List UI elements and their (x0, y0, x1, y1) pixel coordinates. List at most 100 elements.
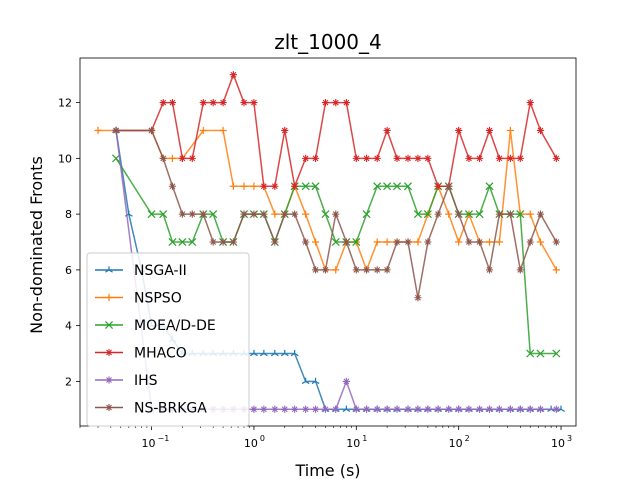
data-point (147, 126, 156, 135)
data-point (352, 405, 360, 413)
data-point (475, 154, 484, 162)
x-tick-exponent: −1 (158, 434, 170, 443)
legend-entry: NS-BRKGA (95, 401, 207, 417)
data-point (404, 238, 412, 246)
data-point (373, 266, 381, 274)
x-tick-label: 10 (346, 437, 360, 450)
data-point (271, 238, 279, 246)
legend-label: MHACO (134, 346, 187, 362)
data-point (240, 99, 248, 107)
data-point (311, 238, 320, 246)
data-point (536, 210, 545, 218)
y-tick-label: 2 (65, 375, 72, 388)
data-point (159, 210, 168, 219)
data-point (526, 210, 534, 218)
data-point (445, 210, 453, 218)
data-point (485, 266, 494, 274)
data-point (342, 377, 350, 385)
data-point (332, 210, 340, 218)
data-point (373, 154, 381, 162)
data-point (301, 377, 310, 385)
data-point (362, 405, 371, 413)
data-point (342, 238, 350, 246)
data-point (373, 182, 382, 191)
legend-entry: IHS (95, 373, 158, 389)
legend-label: IHS (134, 373, 158, 389)
data-point (281, 210, 289, 218)
data-point (199, 126, 207, 135)
data-point (413, 210, 422, 219)
data-point (424, 238, 432, 246)
data-point (434, 405, 442, 413)
data-point (506, 154, 514, 162)
data-point (281, 405, 289, 413)
y-tick-label: 10 (58, 152, 72, 165)
data-point (219, 238, 227, 246)
data-point (105, 348, 113, 357)
data-point (94, 126, 102, 135)
data-point (465, 154, 473, 162)
data-point (260, 405, 268, 413)
data-point (393, 182, 402, 191)
y-tick-label: 12 (58, 97, 72, 110)
data-point (373, 405, 381, 413)
data-point (209, 238, 217, 246)
data-point (516, 266, 524, 274)
data-point (178, 210, 186, 218)
data-point (332, 266, 340, 274)
data-point (552, 266, 560, 274)
data-point (424, 154, 432, 162)
y-tick-label: 6 (65, 264, 72, 277)
data-point (199, 99, 207, 107)
data-point (105, 376, 113, 384)
data-point (250, 99, 258, 107)
data-point (552, 238, 560, 246)
data-point (302, 405, 310, 413)
data-point (209, 210, 218, 219)
data-point (229, 71, 237, 79)
data-point (281, 126, 289, 135)
data-point (240, 182, 248, 190)
data-point (536, 405, 545, 413)
data-point (485, 238, 494, 246)
data-point (168, 237, 177, 247)
data-point (311, 182, 320, 191)
data-point (455, 238, 463, 246)
data-point (383, 238, 391, 246)
data-point (332, 405, 340, 413)
data-point (383, 405, 391, 413)
data-point (219, 99, 227, 107)
legend-entry: NSPSO (95, 291, 182, 307)
data-point (516, 210, 525, 219)
data-point (199, 210, 207, 218)
data-point (362, 154, 371, 162)
data-point (159, 99, 167, 107)
legend-entry: NSGA-II (95, 263, 187, 279)
data-point (506, 210, 514, 218)
data-point (424, 405, 432, 413)
data-point (352, 266, 360, 274)
x-tick-exponent: 2 (465, 434, 470, 443)
data-point (475, 238, 484, 246)
data-point (455, 126, 463, 135)
data-point (383, 182, 392, 191)
data-point (495, 154, 504, 162)
data-point (506, 126, 514, 135)
data-point (506, 405, 514, 413)
data-point (383, 126, 391, 135)
data-point (526, 405, 534, 413)
data-point (240, 210, 248, 218)
legend-label: MOEA/D-DE (134, 318, 216, 334)
data-point (352, 237, 361, 247)
data-point (445, 405, 453, 413)
data-point (495, 238, 504, 246)
data-point (290, 349, 299, 357)
data-point (455, 210, 463, 218)
data-point (147, 210, 156, 219)
data-point (250, 349, 258, 357)
data-point (536, 126, 545, 135)
data-point (352, 154, 360, 162)
data-point (404, 154, 412, 162)
data-point (383, 266, 391, 274)
data-point (495, 405, 504, 413)
